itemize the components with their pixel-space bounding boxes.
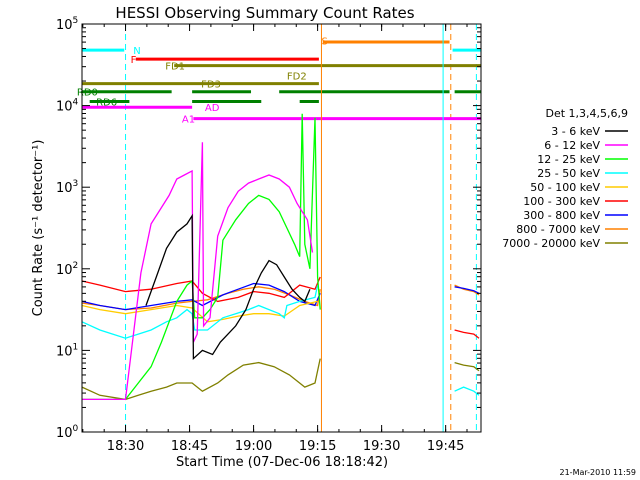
flag-label-n: N [133, 46, 140, 57]
y-tick-label-5: 105 [56, 16, 78, 33]
flag-label-f: F [131, 55, 137, 66]
flag-label-a1: A1 [182, 115, 195, 126]
flag-label-fd1: FD1 [165, 62, 185, 73]
flag-label-fd3: FD3 [201, 80, 221, 91]
flag-label-rd0: RD0 [77, 88, 98, 99]
x-tick-label-2: 19:00 [235, 439, 272, 454]
x-tick-label-3: 19:15 [299, 439, 336, 454]
series-line-100-300-kev [81, 276, 321, 303]
y-tick-label-0: 100 [56, 424, 79, 441]
legend-label-100-300-kev: 100 - 300 keV [523, 195, 600, 208]
legend-label-7000-20000-kev: 7000 - 20000 keV [502, 237, 600, 250]
series-line-post-gap-25-50-kev [454, 386, 480, 396]
legend-header: Det 1,3,4,5,6,9 [545, 107, 628, 120]
legend-label-12-25-kev: 12 - 25 keV [537, 153, 600, 166]
y-tick-label-2: 102 [56, 261, 78, 278]
series-line-6-12-kev [82, 142, 314, 401]
x-tick-label-4: 19:30 [363, 439, 400, 454]
flag-label-rd6: RD6 [96, 98, 117, 109]
x-tick-label-5: 19:45 [427, 439, 464, 454]
legend-label-800-7000-kev: 800 - 7000 keV [516, 223, 600, 236]
series-line-post-gap-300-800-kev [454, 286, 480, 294]
plot-frame [81, 23, 482, 433]
legend-label-3-6-kev: 3 - 6 keV [551, 125, 600, 138]
footer-timestamp: 21-Mar-2010 11:59 [560, 468, 637, 477]
y-tick-label-1: 101 [56, 342, 78, 359]
chart-title: HESSI Observing Summary Count Rates [115, 4, 414, 22]
axes-layer [81, 23, 482, 433]
x-tick-label-0: 18:30 [107, 439, 144, 454]
series-line-post-gap-7000-20000-kev [454, 361, 480, 372]
y-tick-label-4: 104 [56, 98, 79, 115]
series-line-3-6-kev [145, 213, 311, 361]
series-line-25-50-kev [81, 284, 319, 339]
y-axis-label: Count Rate (s⁻¹ detector⁻¹) [31, 140, 46, 317]
flag-label-fd2: FD2 [287, 71, 307, 82]
series-line-12-25-kev [82, 113, 321, 401]
series-line-300-800-kev [81, 282, 321, 311]
series-line-post-gap-800-7000-kev [454, 284, 480, 296]
x-axis-label: Start Time (07-Dec-06 18:18:42) [176, 455, 388, 470]
series-line-post-gap-100-300-kev [454, 329, 480, 339]
legend-label-300-800-kev: 300 - 800 keV [523, 209, 600, 222]
flag-label-ad: AD [205, 103, 220, 114]
y-tick-label-3: 103 [56, 179, 78, 196]
x-tick-label-1: 18:45 [171, 439, 208, 454]
flag-label-s: S [321, 36, 327, 47]
series-layer [81, 113, 480, 401]
ticks-layer: 18:30 18:45 19:00 19:15 19:30 19:45 100 101 102 1… [56, 16, 481, 454]
legend-label-25-50-kev: 25 - 50 keV [537, 167, 600, 180]
legend-label-6-12-kev: 6 - 12 keV [544, 139, 600, 152]
legend-label-50-100-kev: 50 - 100 keV [530, 181, 600, 194]
series-line-7000-20000-kev [81, 358, 321, 401]
